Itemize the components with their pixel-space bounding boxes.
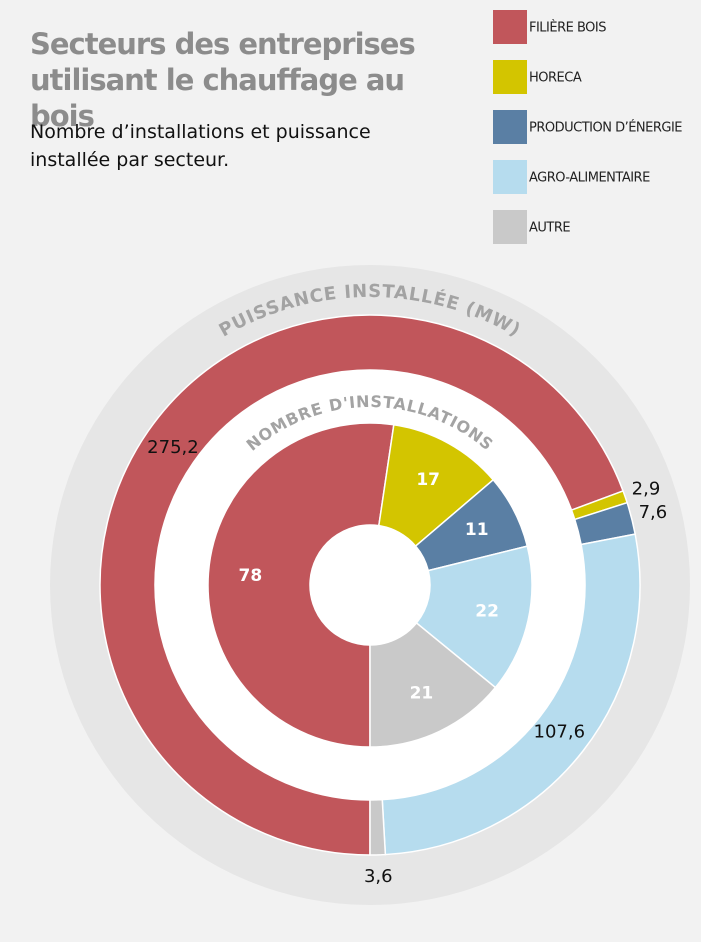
data-label: 21	[410, 683, 434, 703]
legend-swatch	[493, 110, 527, 144]
data-label: 275,2	[147, 437, 199, 458]
data-label: 78	[238, 566, 262, 586]
data-label: 3,6	[364, 866, 393, 887]
legend-swatch	[493, 210, 527, 244]
slice	[99, 314, 625, 856]
center-hole	[310, 525, 430, 645]
data-label: 22	[475, 601, 499, 621]
data-label: 2,9	[632, 479, 661, 500]
chart-subtitle: Nombre d’installations et puissance inst…	[30, 121, 371, 171]
data-label: 7,6	[639, 502, 668, 523]
slice	[415, 545, 533, 689]
legend-label: AGRO-ALIMENTAIRE	[529, 171, 650, 186]
legend-label: PRODUCTION D’ÉNERGIE	[529, 120, 682, 136]
legend-swatch	[493, 160, 527, 194]
data-label: 11	[465, 520, 489, 540]
legend-label: FILIÈRE BOIS	[529, 20, 606, 36]
legend-label: HORECA	[529, 71, 582, 86]
data-label: 107,6	[534, 722, 586, 743]
legend-label: AUTRE	[529, 221, 570, 236]
chart-title: Secteurs des entreprises utilisant le ch…	[30, 27, 416, 133]
legend-swatch	[493, 10, 527, 44]
data-label: 17	[416, 470, 440, 490]
slice	[369, 798, 387, 856]
legend-swatch	[493, 60, 527, 94]
